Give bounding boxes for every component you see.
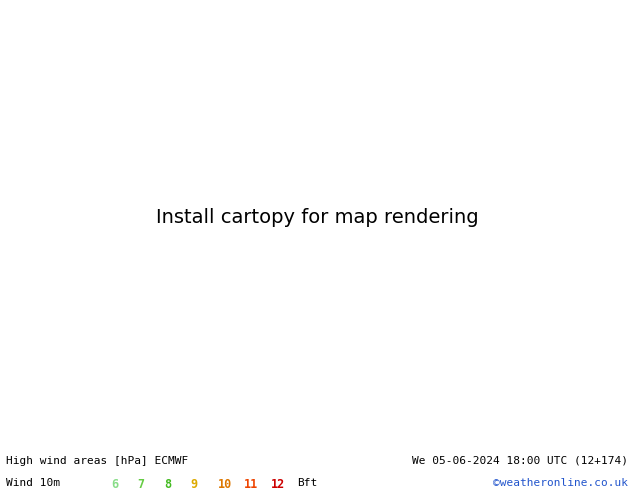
Text: Bft: Bft (297, 478, 318, 488)
Text: ©weatheronline.co.uk: ©weatheronline.co.uk (493, 478, 628, 488)
Text: 8: 8 (164, 478, 171, 490)
Text: 10: 10 (217, 478, 231, 490)
Text: Install cartopy for map rendering: Install cartopy for map rendering (156, 208, 478, 227)
Text: 11: 11 (244, 478, 258, 490)
Text: 9: 9 (191, 478, 198, 490)
Text: Wind 10m: Wind 10m (6, 478, 60, 488)
Text: High wind areas [hPa] ECMWF: High wind areas [hPa] ECMWF (6, 456, 188, 466)
Text: 12: 12 (271, 478, 285, 490)
Text: 6: 6 (111, 478, 118, 490)
Text: We 05-06-2024 18:00 UTC (12+174): We 05-06-2024 18:00 UTC (12+174) (411, 456, 628, 466)
Text: 7: 7 (138, 478, 145, 490)
